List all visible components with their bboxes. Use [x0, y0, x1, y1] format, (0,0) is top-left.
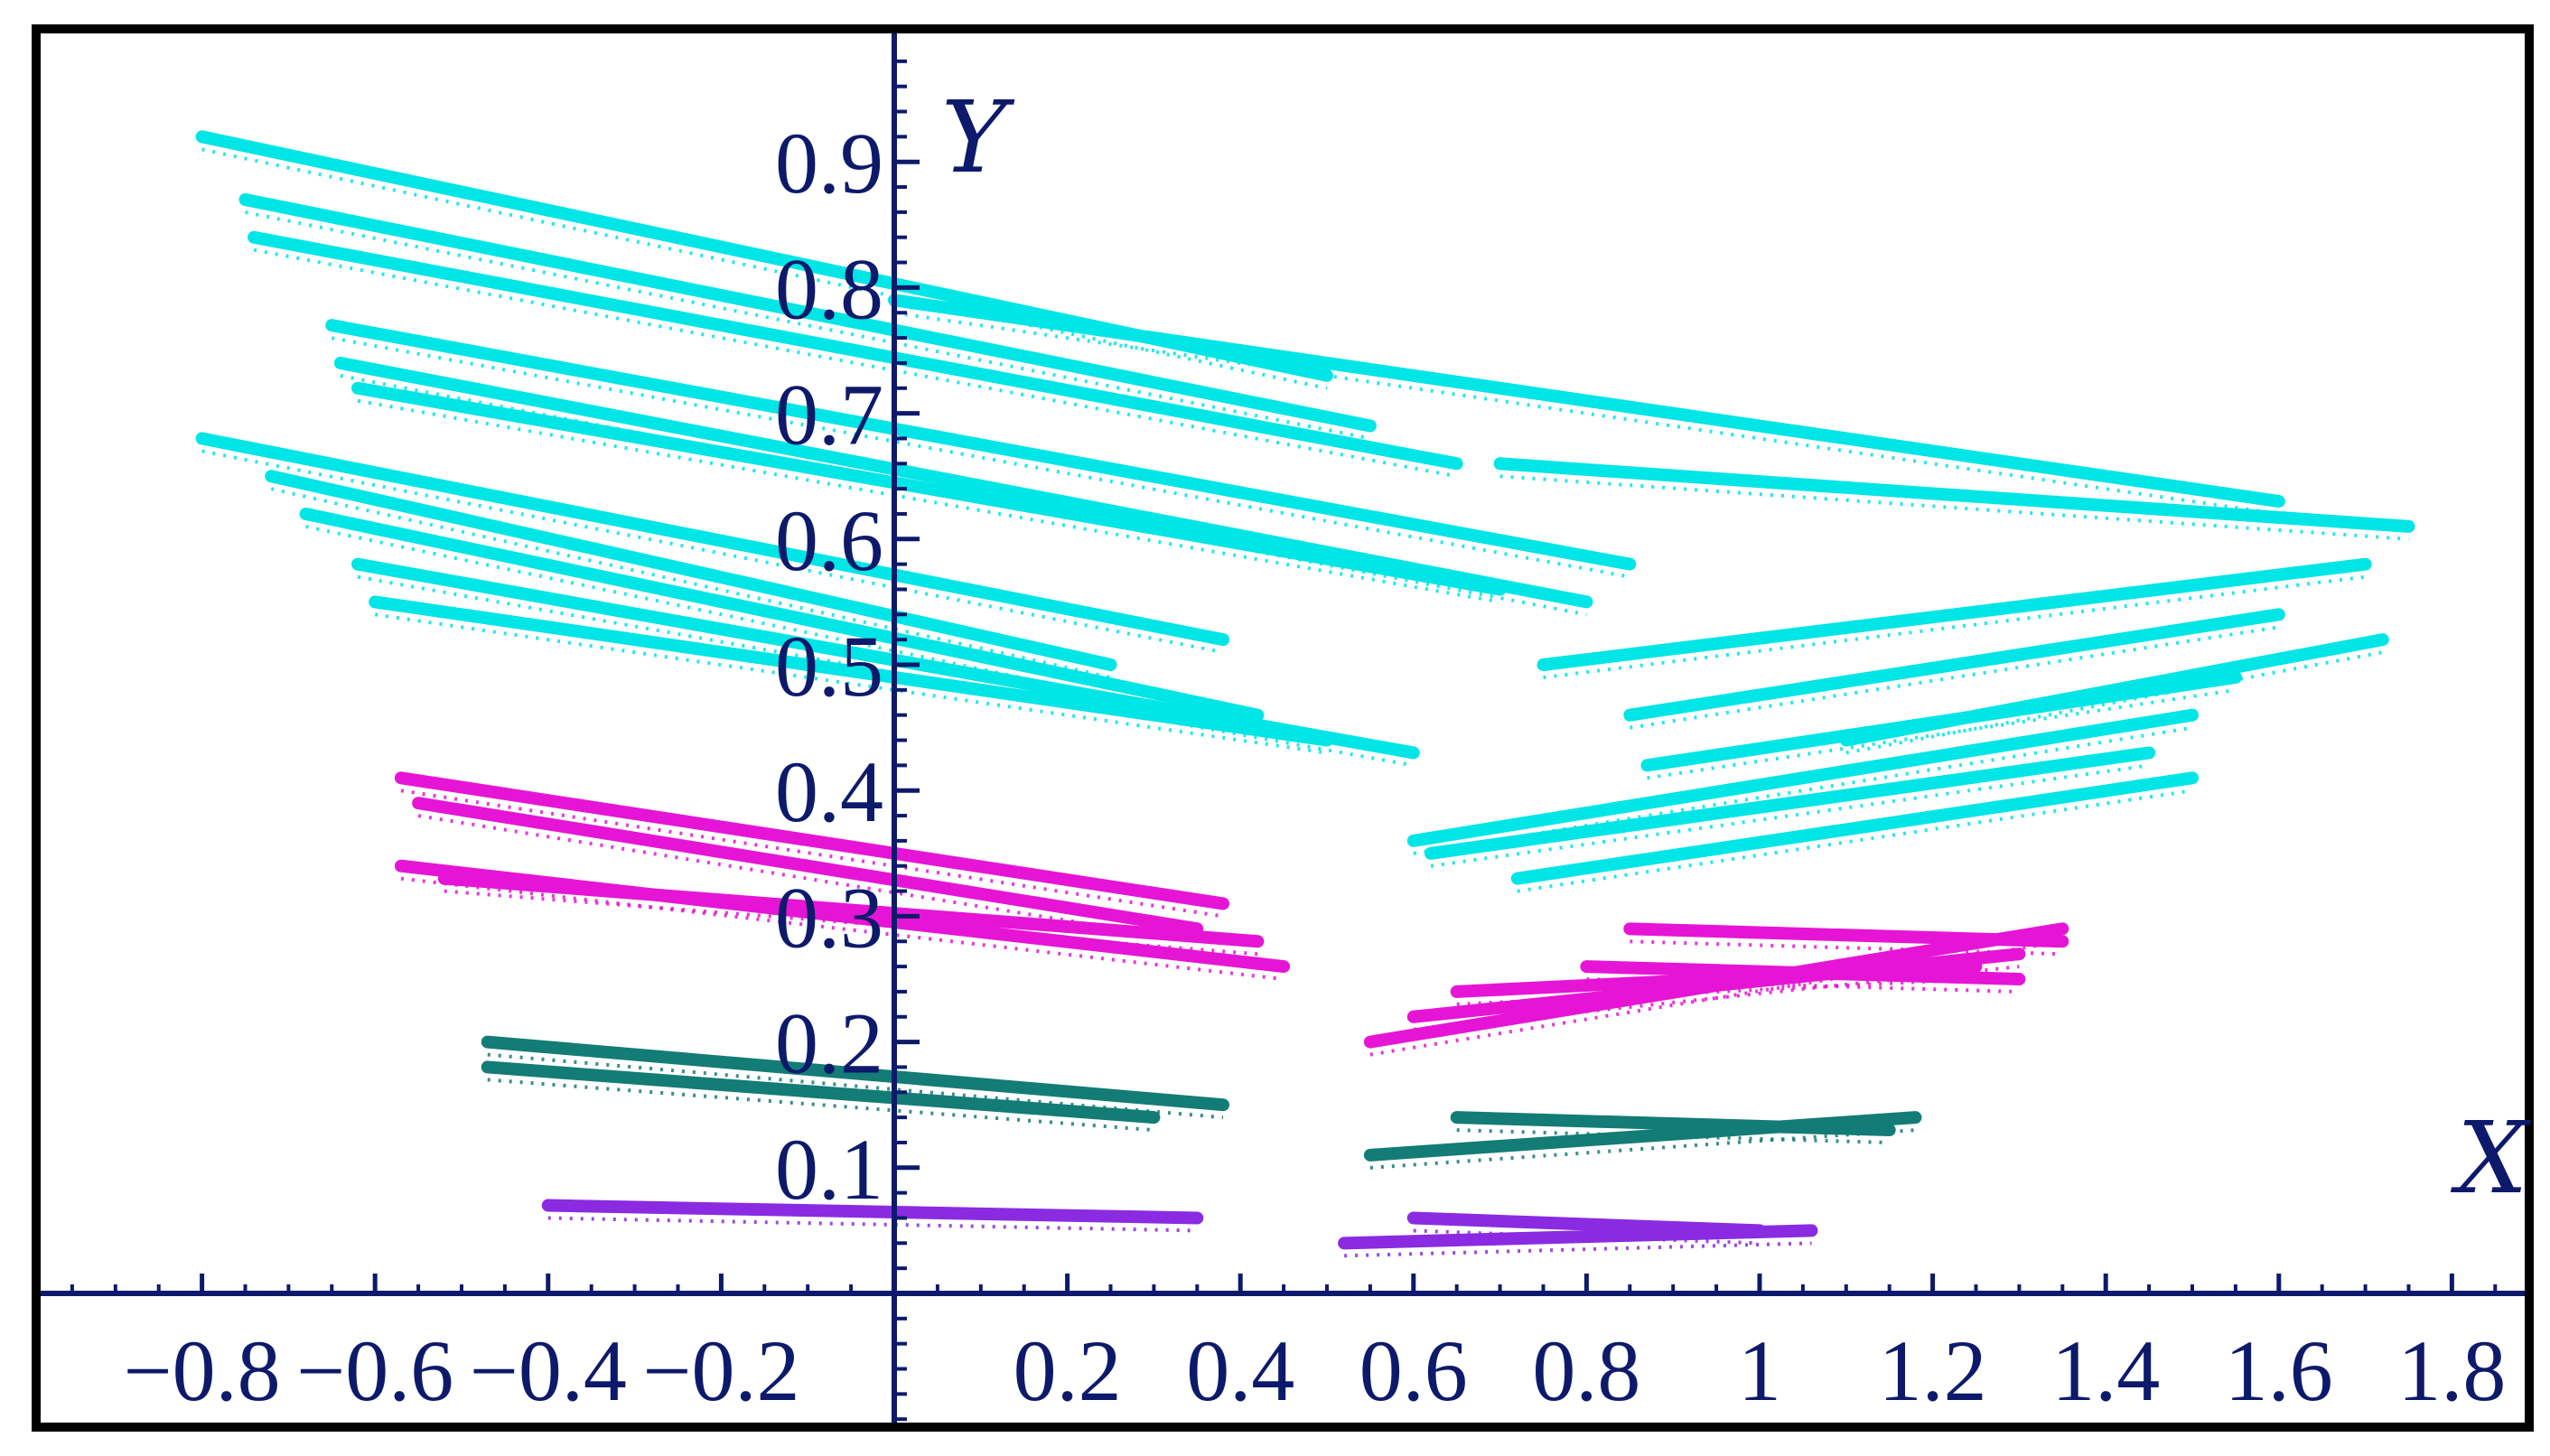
- y-tick-label-8: 0.9: [775, 115, 883, 211]
- series-3-band-0: [541, 1199, 1204, 1225]
- series-0-band-19: [1839, 633, 2389, 747]
- series-1-band-3: [437, 872, 1265, 948]
- series-0-band-1: [238, 192, 1377, 433]
- series-0-band-6: [195, 432, 1230, 647]
- series-0-band-7: [265, 470, 1117, 671]
- series-0-band-12: [1493, 457, 2415, 533]
- x-axis-label: X: [2450, 1100, 2531, 1216]
- y-axis-label: Y: [941, 79, 1015, 195]
- series-0-band-3: [325, 319, 1637, 571]
- axes-layer: −0.8 −0.6 −0.4 −0.2 0.2 0.4 0.6 0.8 1 1.2 1.4 1.6 1.…: [41, 33, 2525, 1423]
- series-2-band-1: [481, 1060, 1161, 1125]
- series-0-band-8: [299, 507, 1265, 722]
- x-tick-label-10: 1.4: [2051, 1322, 2160, 1419]
- series-3-speckle-1: [1344, 1241, 1812, 1258]
- x-tick-label-6: 0.6: [1359, 1322, 1468, 1419]
- y-tick-label-2: 0.3: [775, 869, 883, 966]
- x-tick-label-7: 0.8: [1532, 1322, 1640, 1419]
- series-0-band-10: [369, 595, 1333, 747]
- series-0-speckle-2: [253, 247, 1458, 479]
- y-tick-label-5: 0.6: [775, 492, 883, 589]
- y-tick-label-6: 0.7: [775, 367, 883, 463]
- series-1-band-1: [412, 797, 1204, 936]
- x-tick-label-11: 1.6: [2225, 1322, 2333, 1419]
- series-0-band-18: [1510, 771, 2199, 885]
- series-0-speckle-1: [245, 210, 1371, 441]
- series-0-speckle-12: [1499, 474, 2409, 541]
- x-tick-label-5: 0.4: [1186, 1322, 1294, 1419]
- series-2-speckle-2: [1369, 1128, 1916, 1170]
- series-0-speckle-13: [1543, 574, 2366, 679]
- series-2-speckle-0: [487, 1052, 1224, 1120]
- series-3: [541, 1199, 1818, 1258]
- x-tick-label-0: −0.8: [124, 1322, 281, 1419]
- series-1-band-8: [1623, 922, 2069, 948]
- series-0-band-2: [248, 230, 1463, 471]
- series-0-speckle-6: [201, 449, 1224, 655]
- y-tick-label-4: 0.5: [775, 618, 883, 714]
- series-0-speckle-0: [201, 147, 1328, 390]
- series-2: [481, 1035, 1922, 1170]
- series-1-speckle-5: [1413, 965, 2020, 1031]
- series-1-band-0: [394, 771, 1230, 910]
- y-tick-label-0: 0.1: [775, 1121, 883, 1218]
- series-0-speckle-7: [270, 487, 1111, 679]
- series-0-band-16: [1406, 708, 2199, 847]
- series-0-band-14: [1623, 608, 2285, 722]
- series-0-band-5: [351, 381, 1507, 596]
- x-tick-label-3: −0.2: [642, 1322, 799, 1419]
- y-tick-label-3: 0.4: [775, 743, 883, 840]
- series-0-speckle-14: [1629, 625, 2280, 730]
- series-layer: [195, 130, 2415, 1258]
- series-1-speckle-1: [417, 814, 1198, 944]
- series-0-speckle-19: [1845, 650, 2384, 755]
- x-tick-label-8: 1: [1738, 1322, 1781, 1419]
- series-0-band-11: [888, 294, 2285, 509]
- x-tick-label-4: 0.2: [1013, 1322, 1122, 1419]
- y-tick-label-7: 0.8: [775, 240, 883, 337]
- series-2-band-0: [481, 1035, 1230, 1112]
- series-0-speckle-17: [1430, 763, 2150, 868]
- series-0-speckle-5: [357, 398, 1500, 604]
- x-tick-label-9: 1.2: [1879, 1322, 1987, 1419]
- y-tick-label-1: 0.2: [775, 995, 883, 1092]
- series-0-speckle-15: [1647, 687, 2237, 780]
- x-tick-label-1: −0.6: [296, 1322, 453, 1419]
- series-0: [195, 130, 2415, 893]
- series-0-band-17: [1424, 746, 2156, 860]
- series-1-band-7: [1580, 960, 2026, 985]
- series-1: [394, 771, 2069, 1057]
- series-2-band-3: [1450, 1111, 1896, 1137]
- series-3-band-2: [1406, 1211, 1766, 1237]
- x-tick-label-12: 1.8: [2397, 1322, 2506, 1419]
- x-tick-label-2: −0.4: [470, 1322, 627, 1419]
- series-0-band-13: [1537, 557, 2372, 671]
